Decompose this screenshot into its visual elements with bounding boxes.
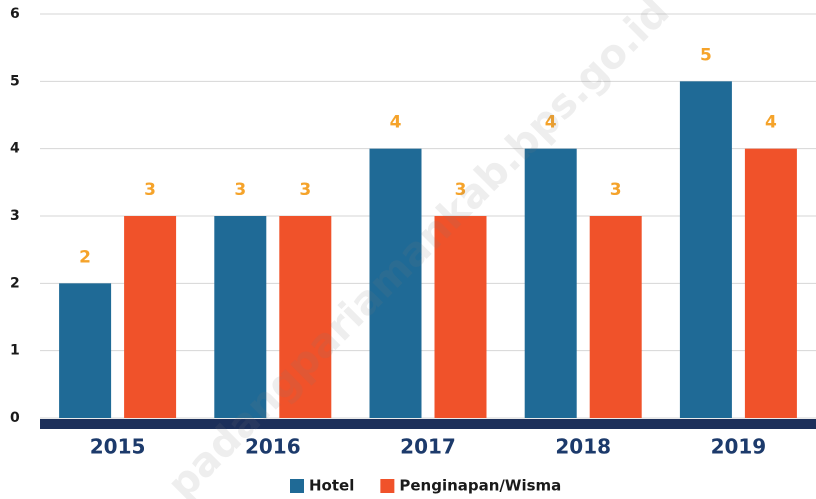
x-tick-label: 2015 bbox=[90, 435, 146, 459]
bar bbox=[589, 216, 642, 418]
value-label: 3 bbox=[234, 180, 246, 200]
legend-label: Penginapan/Wisma bbox=[399, 477, 561, 495]
value-label: 5 bbox=[700, 45, 712, 65]
y-tick-label: 6 bbox=[10, 6, 20, 22]
y-tick-label: 1 bbox=[10, 343, 20, 359]
y-tick-label: 3 bbox=[10, 208, 20, 224]
bar bbox=[59, 283, 112, 418]
value-label: 3 bbox=[299, 180, 311, 200]
legend-label: Hotel bbox=[309, 477, 354, 495]
bar bbox=[369, 148, 422, 418]
bar bbox=[679, 81, 732, 418]
bar bbox=[124, 216, 177, 418]
bar bbox=[744, 148, 797, 418]
x-tick-label: 2016 bbox=[245, 435, 301, 459]
bar bbox=[434, 216, 487, 418]
y-tick-label: 4 bbox=[10, 141, 20, 157]
y-tick-label: 2 bbox=[10, 275, 20, 291]
value-label: 4 bbox=[545, 113, 557, 133]
value-label: 2 bbox=[79, 247, 91, 267]
x-tick-label: 2018 bbox=[555, 435, 611, 459]
value-label: 3 bbox=[144, 180, 156, 200]
bar bbox=[524, 148, 577, 418]
x-axis-baseline bbox=[40, 419, 816, 429]
bar bbox=[279, 216, 332, 418]
y-tick-label: 0 bbox=[10, 410, 20, 426]
value-label: 3 bbox=[455, 180, 467, 200]
y-tick-label: 5 bbox=[10, 73, 20, 89]
legend-swatch bbox=[290, 479, 304, 493]
legend-swatch bbox=[380, 479, 395, 493]
value-label: 4 bbox=[765, 113, 777, 133]
value-label: 3 bbox=[610, 180, 622, 200]
bar bbox=[214, 216, 267, 418]
x-tick-label: 2019 bbox=[711, 435, 767, 459]
value-label: 4 bbox=[390, 113, 402, 133]
x-tick-label: 2017 bbox=[400, 435, 456, 459]
